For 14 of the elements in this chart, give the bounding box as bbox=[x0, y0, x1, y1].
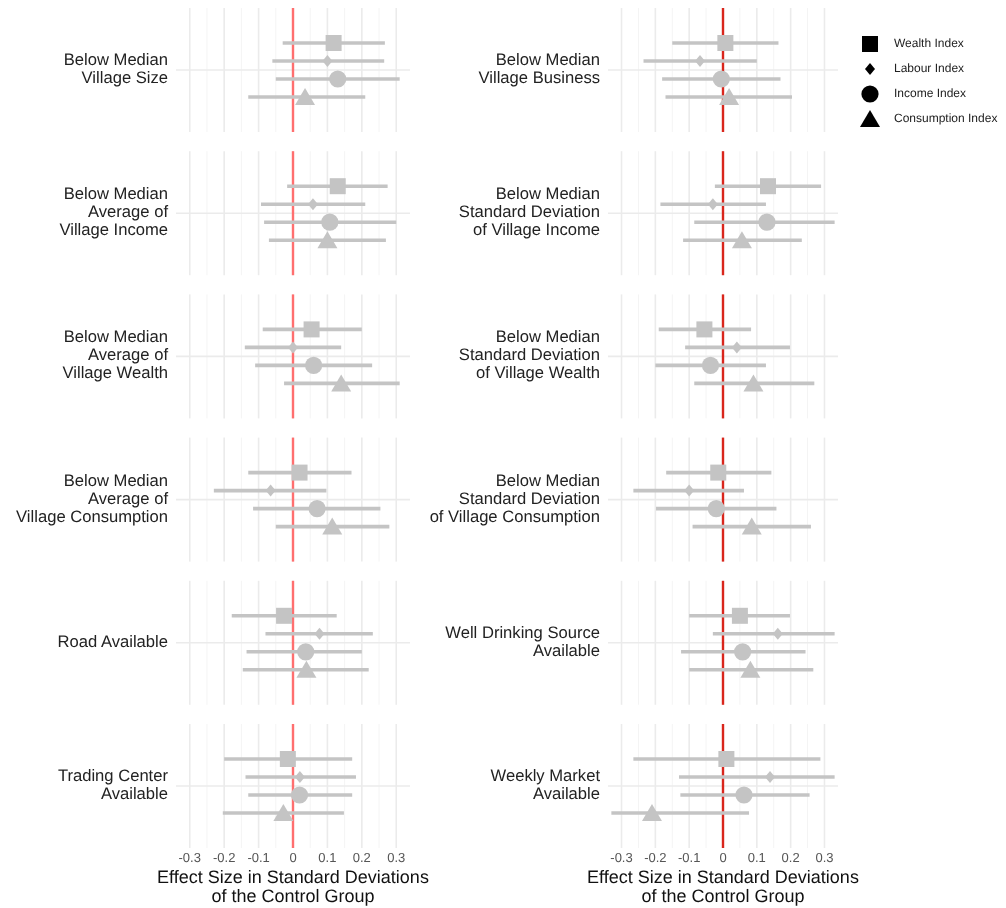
y-tick-label: Below Median Average of Village Consumption bbox=[16, 469, 170, 526]
y-tick-label: Below Median Village Size bbox=[63, 49, 169, 88]
y-tick-label: Below Median Average of Village Income bbox=[59, 183, 170, 240]
y-tick-label: Weekly Market Available bbox=[490, 765, 602, 804]
y-tick-label: Below Median Standard Deviation of Village Income bbox=[458, 183, 601, 240]
y-tick-label: Below Median Standard Deviation of Village Consumption bbox=[429, 469, 601, 526]
y-tick-label: Below Median Village Business bbox=[478, 49, 601, 88]
y-tick-label: Well Drinking Source Available bbox=[445, 622, 601, 661]
y-tick-label: Road Available bbox=[57, 631, 169, 652]
y-tick-label: Below Median Average of Village Wealth bbox=[62, 326, 170, 383]
x-axis-title: Effect Size in Standard Deviations of the Control Group bbox=[157, 867, 430, 906]
y-tick-label: Below Median Standard Deviation of Village Wealth bbox=[458, 326, 601, 383]
y-tick-label: Trading Center Available bbox=[57, 765, 169, 804]
x-axis-title: Effect Size in Standard Deviations of the Control Group bbox=[587, 867, 860, 906]
